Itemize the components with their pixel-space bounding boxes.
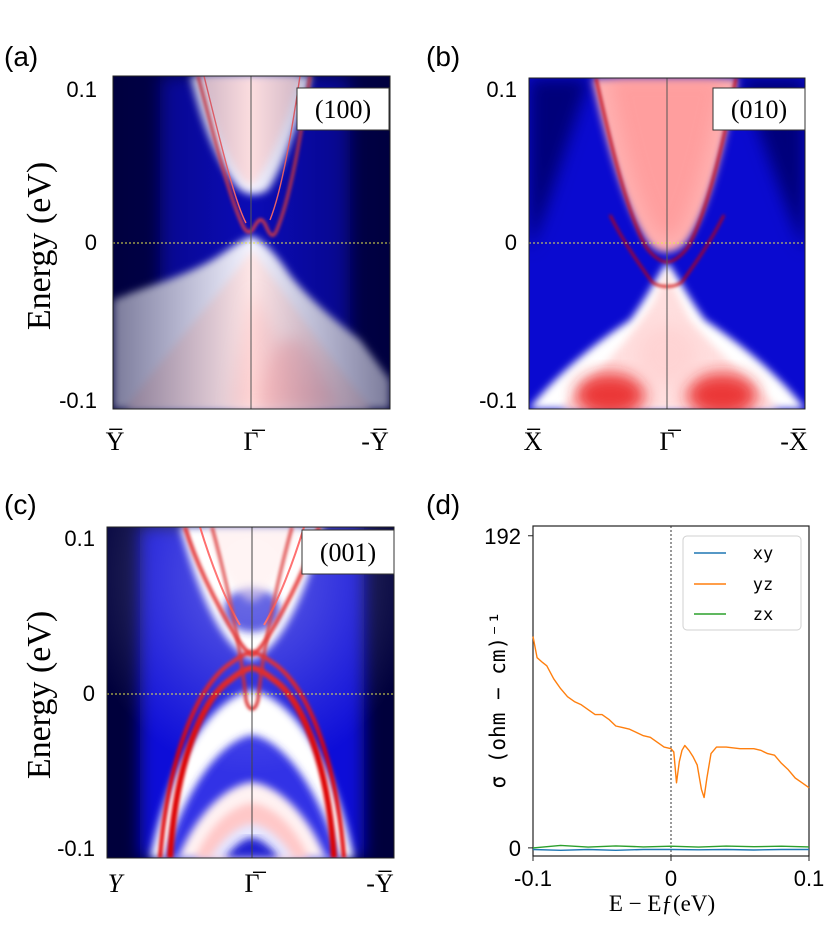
- x-tick-a-1: Γ̅: [243, 427, 265, 456]
- y-tick-a-1: 0: [85, 230, 97, 255]
- panel-label-c: (c): [4, 489, 37, 520]
- series-line-yz: [532, 636, 810, 799]
- y-tick-a-0: 0.1: [66, 77, 97, 102]
- series-line-xy: [532, 848, 809, 851]
- panel-label-a: (a): [4, 41, 38, 72]
- y-tick-b-1: 0: [505, 230, 517, 255]
- y-tick-b-2: -0.1: [479, 388, 517, 413]
- y-axis-label-c: Energy (eV): [21, 611, 58, 779]
- panel-b: (b) (010) 0.1 0 -0.1 X̅: [426, 41, 808, 456]
- legend-item-xy: xy: [694, 544, 773, 564]
- heatmap-a: [113, 76, 390, 409]
- legend-item-zx: zx: [694, 605, 773, 625]
- y-tick-c-0: 0.1: [64, 526, 95, 551]
- heatmap-frame-c: [106, 526, 395, 859]
- x-tick-c-2: -Y̅: [366, 869, 394, 898]
- x-tick-b-1: Γ̅: [659, 427, 681, 456]
- series-group: [532, 636, 810, 851]
- x-tick-b-2: -X̅: [780, 427, 808, 456]
- legend: xy yz zx: [682, 535, 802, 631]
- panel-c: (c): [4, 489, 395, 898]
- y-tick-label-d-0: 192: [484, 524, 521, 549]
- y-tick-label-d-1: 0: [509, 836, 521, 861]
- y-tick-b-0: 0.1: [486, 77, 517, 102]
- surface-label-a: (100): [315, 95, 371, 124]
- x-tick-a-2: -Y̅: [361, 427, 389, 456]
- y-axis-label-a: Energy (eV): [21, 162, 58, 330]
- surface-label-c: (001): [320, 538, 376, 567]
- x-tick-a-0: Y̅: [106, 427, 125, 456]
- y-tick-c-1: 0: [83, 681, 95, 706]
- y-tick-c-2: -0.1: [57, 836, 95, 861]
- x-tick-label-d-1: 0: [665, 866, 677, 891]
- x-axis-label-d: E − Eƒ(eV): [609, 891, 715, 916]
- surface-label-box-b: (010): [712, 87, 806, 131]
- panel-a: (a) (100) 0.1: [4, 41, 391, 456]
- surface-label-box-a: (100): [296, 87, 390, 131]
- series-line-zx: [532, 844, 810, 849]
- legend-label-zx: zx: [753, 605, 773, 625]
- surface-label-box-c: (001): [301, 529, 395, 575]
- x-tick-label-d-0: -0.1: [514, 866, 552, 891]
- legend-item-yz: yz: [694, 575, 773, 595]
- heatmap-frame-a: [112, 75, 391, 410]
- x-tick-b-0: X̅: [524, 427, 543, 456]
- y-tick-a-2: -0.1: [59, 388, 97, 413]
- x-tick-label-d-2: 0.1: [794, 866, 825, 891]
- x-tick-c-0: Y: [108, 869, 125, 898]
- panel-label-d: (d): [426, 489, 460, 520]
- surface-label-b: (010): [731, 95, 787, 124]
- panel-label-b: (b): [426, 41, 460, 72]
- panel-d: (d) -0.1 0 0.1 192 0 xy yz zx σ (ohm − cm)⁻¹…: [426, 489, 824, 916]
- legend-label-yz: yz: [753, 575, 773, 595]
- x-tick-c-1: Γ̅: [244, 869, 266, 898]
- heatmap-frame-b: [528, 77, 806, 410]
- y-axis-label-d: σ (ohm − cm)⁻¹: [486, 611, 510, 788]
- legend-label-xy: xy: [753, 544, 773, 564]
- heatmap-c: [107, 527, 394, 858]
- tick-group: -0.1 0 0.1 192 0: [484, 524, 824, 891]
- legend-box: [682, 535, 802, 631]
